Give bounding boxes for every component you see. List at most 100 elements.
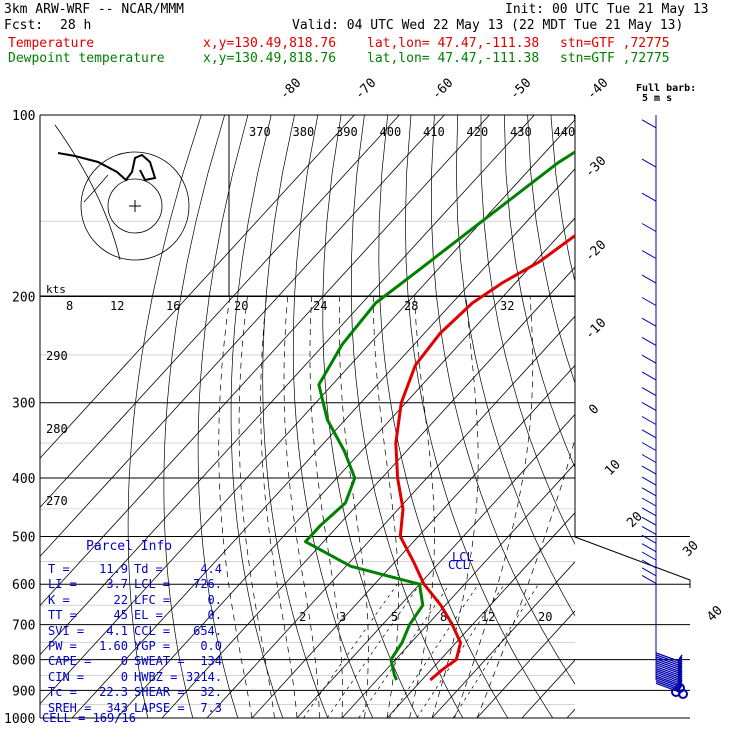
mixing-ratio-line-20 (452, 584, 539, 719)
moist-adiabat--10 (260, 296, 298, 719)
dry-adiabat-280 (292, 115, 374, 719)
forecast-label: Fcst: (4, 18, 44, 33)
legend-dewpoint-stn: stn=GTF ,72775 (560, 51, 670, 66)
dry-adiabat-270 (262, 115, 329, 719)
isotherm-20 (431, 561, 575, 719)
parcel-row-label: TT = (48, 608, 77, 623)
isotherm-right-label-10: 10 (602, 457, 624, 479)
pressure-label-1000: 1000 (4, 712, 35, 727)
dry-adiabat-310 (378, 115, 509, 719)
mixing-ratio-label-20: 20 (538, 610, 552, 624)
isotherm-right-label-20: 20 (624, 509, 646, 531)
wind-barb (641, 551, 657, 561)
dry-adiabat-450 (714, 115, 740, 718)
isotherm-30 (476, 610, 575, 719)
wind-barb-low (655, 667, 683, 678)
isotherm-right-label--20: -20 (582, 238, 609, 265)
wind-speed-label-24: 24 (313, 299, 327, 313)
dry-adiabat-250 (197, 115, 249, 719)
series-line-temperature (394, 233, 575, 682)
parcel-info-panel: Parcel Info T = 11.9 Td = 4.4 LI = 3.7 LCL = 72… (40, 537, 235, 727)
moist-adiabat--5 (283, 296, 320, 719)
wind-barb (641, 119, 657, 129)
isotherm--90 (40, 115, 490, 607)
dry-adiabat-370 (527, 115, 575, 385)
parcel-row: CAPE = 0 SWEAT = 134 (48, 654, 222, 669)
theta-label-370: 370 (249, 125, 271, 139)
parcel-row: LI = 3.7 LCL = 726. (48, 577, 222, 592)
wind-barb-low (655, 660, 683, 670)
theta-label-390: 390 (336, 125, 358, 139)
legend-dewpoint-xy: x,y=130.49,818.76 (203, 51, 337, 66)
parcel-row-value: 4.4 (200, 562, 222, 576)
wind-speed-label-20: 20 (234, 299, 248, 313)
wind-barb (641, 336, 657, 346)
parcel-row-value: 22 (113, 592, 128, 607)
wind-barb (641, 354, 657, 364)
pressure-label-300: 300 (12, 397, 35, 412)
pressure-label-600: 600 (12, 578, 35, 593)
pressure-label-700: 700 (12, 619, 35, 634)
wind-speed-label-8: 8 (66, 299, 73, 313)
legend-temperature-latlon: lat,lon= 47.47,-111.38 (367, 36, 540, 51)
dry-adiabat-340 (455, 115, 575, 617)
mixing-ratio-line-5 (358, 584, 450, 719)
theta-label-410: 410 (423, 125, 445, 139)
isotherm-0 (341, 463, 575, 719)
parcel-row-label: CCL = (134, 623, 171, 638)
isotherm--20 (251, 364, 575, 719)
parcel-cell: CELL = 169/16 (42, 711, 136, 725)
moist-adiabat-30 (476, 437, 575, 719)
dry-adiabat-360 (503, 115, 575, 469)
parcel-row-label: SREH = (48, 700, 92, 715)
dry-adiabat-300 (350, 115, 464, 719)
dry-adiabat-410 (621, 115, 740, 718)
parcel-row-value: 0 (120, 669, 128, 684)
wind-barb (641, 574, 657, 584)
parcel-row-value: 22.3 (99, 685, 128, 700)
moist-adiabat--15 (238, 296, 275, 719)
isotherm-top-label--40: -40 (584, 76, 611, 103)
wind-barb (641, 534, 657, 544)
isotherm-60 (612, 115, 740, 718)
dry-adiabat-400 (598, 115, 740, 718)
mixing-ratio-label-8: 8 (440, 610, 447, 624)
parcel-row-value: 0.0 (200, 639, 222, 653)
barb-legend-line2: 5 m s (642, 93, 673, 104)
dry-adiabat-320 (405, 115, 554, 719)
parcel-row-value: 134 (200, 654, 222, 669)
moist-adiabat-25 (454, 296, 534, 719)
parcel-row-value: 3214. (186, 669, 223, 684)
parcel-row: T = 11.9 Td = 4.4 (48, 562, 222, 577)
theta-label-430: 430 (510, 125, 532, 139)
parcel-row-value: 32. (200, 685, 222, 700)
wind-speed-label-32: 32 (500, 299, 514, 313)
wind-barb (641, 158, 657, 168)
dry-adiabat-260 (230, 115, 284, 719)
wind-barb-low (655, 658, 683, 668)
wind-speed-label-16: 16 (166, 299, 180, 313)
parcel-row-label: LFC = (134, 592, 171, 607)
wind-barb (641, 223, 657, 232)
parcel-row-label: YGP = (134, 639, 171, 653)
isotherm--40 (161, 266, 575, 719)
isotherm-top-label--50: -50 (507, 76, 534, 103)
right-axis-lower (574, 478, 691, 588)
pressure-label-200: 200 (12, 291, 35, 306)
mixing-ratio-label-5: 5 (391, 610, 398, 624)
theta-label-420: 420 (467, 125, 489, 139)
level-marker-lcl: LCL (452, 550, 474, 564)
isotherm--10 (296, 413, 575, 719)
wind-barb-low (655, 654, 683, 664)
isotherm-50 (566, 708, 575, 719)
wind-barb (641, 297, 657, 306)
isotherm--30 (206, 315, 575, 719)
wind-barb (641, 429, 657, 439)
wind-barb-low (655, 671, 683, 682)
wind-barb (641, 416, 657, 425)
dry-adiabat-440 (691, 115, 740, 718)
wind-speed-label-28: 28 (404, 299, 418, 313)
parcel-row-label: Td = (134, 562, 163, 576)
parcel-row-value: 7.3 (200, 700, 222, 715)
